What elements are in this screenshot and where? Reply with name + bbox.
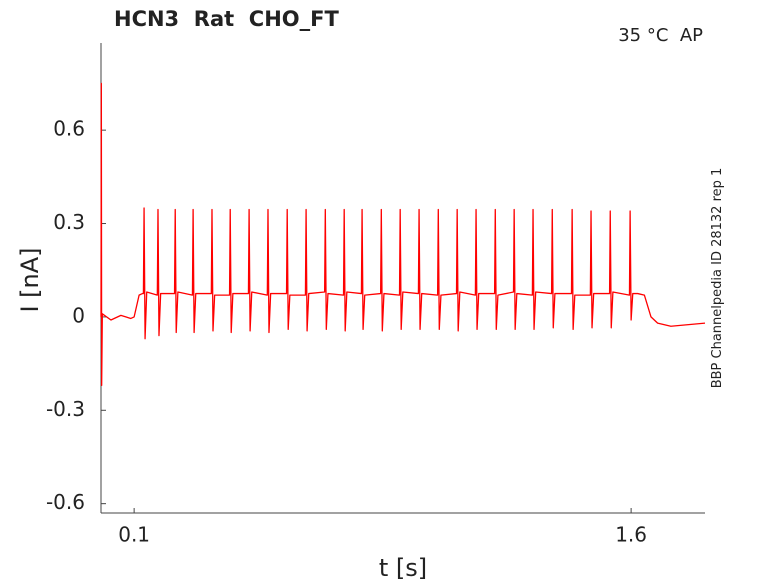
side-note: BBP Channelpedia ID 28132 rep 1 xyxy=(710,168,725,389)
x-tick-label: 1.6 xyxy=(615,523,647,547)
y-tick-label: -0.3 xyxy=(46,397,85,421)
y-tick-label: -0.6 xyxy=(46,490,85,514)
x-axis-label: t [s] xyxy=(379,554,427,582)
y-tick-label: 0 xyxy=(72,303,85,327)
x-tick-label: 0.1 xyxy=(118,523,150,547)
current-trace xyxy=(100,82,706,387)
y-tick-label: 0.3 xyxy=(53,210,85,234)
y-axis-label: I [nA] xyxy=(16,247,44,312)
chart-title: HCN3 Rat CHO_FT xyxy=(114,7,339,31)
y-tick-label: 0.6 xyxy=(53,117,85,141)
condition-label: 35 °C AP xyxy=(618,25,703,46)
